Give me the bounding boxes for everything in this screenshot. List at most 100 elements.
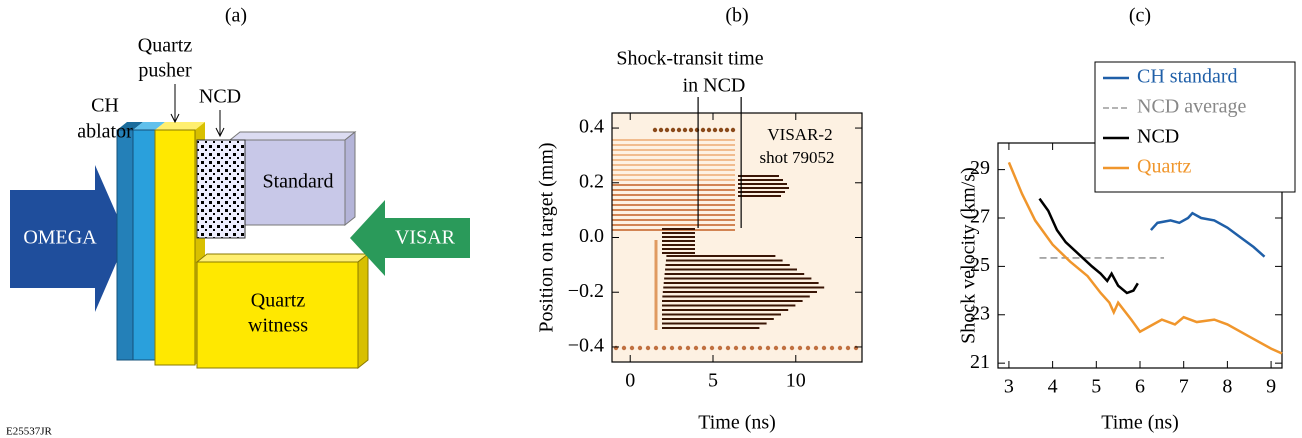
- ch-outer: [116, 129, 134, 361]
- y-tick-label: 21: [970, 351, 990, 373]
- ch-inner: [132, 129, 156, 361]
- streak-dot: [677, 345, 683, 351]
- streak-dot: [829, 345, 835, 351]
- inset-text: shot 79052: [759, 148, 834, 167]
- x-tick-label: 0: [625, 370, 635, 392]
- ncd-label: NCD: [199, 86, 241, 108]
- ch-label: ablator: [77, 121, 133, 143]
- plot-frame: [611, 112, 863, 363]
- streak-dot: [652, 127, 658, 133]
- streak-dot: [712, 127, 718, 133]
- streak-dot: [733, 345, 739, 351]
- streak-dot: [664, 127, 670, 133]
- y-tick-label: −0.4: [568, 335, 604, 357]
- streak-dot: [669, 345, 675, 351]
- streak-dot: [709, 345, 715, 351]
- x-tick-label: 5: [1091, 376, 1101, 398]
- streak-dot: [661, 345, 667, 351]
- streak-dot: [813, 345, 819, 351]
- streak-dot: [765, 345, 771, 351]
- legend-label: NCD average: [1137, 96, 1247, 118]
- omega-label: OMEGA: [23, 227, 97, 249]
- streak-dot: [773, 345, 779, 351]
- standard-top: [228, 131, 357, 141]
- streak-dot: [688, 127, 694, 133]
- y-tick-label: 25: [970, 254, 990, 276]
- y-axis-title: Position on target (mm): [536, 142, 558, 332]
- streak-dot: [637, 345, 643, 351]
- series-line: [1038, 197, 1139, 295]
- legend-label: NCD: [1137, 126, 1179, 148]
- pusher-label: pusher: [138, 60, 192, 82]
- annotation: in NCD: [683, 75, 746, 97]
- panel-label: (b): [725, 5, 748, 27]
- visar-label: VISAR: [395, 227, 456, 249]
- ncd-block: [196, 139, 246, 239]
- streak-dot: [781, 345, 787, 351]
- x-axis-title: Time (ns): [698, 412, 776, 434]
- omega-arrow: [10, 165, 127, 312]
- panel-b: 0 5 10 0.4 0.2 0.0 −0.2 −0.4 Time (ns) Position o…: [536, 5, 863, 434]
- visar-arrow: [350, 200, 470, 276]
- series-line: [1007, 161, 1283, 355]
- streak-dot: [837, 345, 843, 351]
- pusher-pointer: [170, 84, 180, 124]
- streak-dot: [741, 345, 747, 351]
- x-tick-label: 7: [1179, 376, 1189, 398]
- pusher-top: [155, 122, 205, 130]
- x-tick-label: 8: [1222, 376, 1232, 398]
- x-tick-label: 10: [786, 370, 806, 392]
- y-tick-label: 29: [970, 157, 990, 179]
- streak-dot: [718, 127, 724, 133]
- y-tick-label: 23: [970, 302, 990, 324]
- standard-side: [344, 130, 356, 227]
- panel-a: (a) OMEGA Standard Quartz witness VISAR …: [6, 5, 470, 438]
- streak-dot: [682, 127, 688, 133]
- streak-dot: [693, 345, 699, 351]
- x-axis-title: Time (ns): [1101, 412, 1179, 434]
- quartz-witness: [196, 261, 359, 369]
- streak-dot: [717, 345, 723, 351]
- standard-block: [229, 139, 346, 226]
- y-tick-label: −0.2: [568, 280, 604, 302]
- streak-dot: [653, 345, 659, 351]
- inset-text: VISAR-2: [767, 125, 832, 144]
- x-tick-label: 3: [1004, 376, 1014, 398]
- streak-dot: [730, 127, 736, 133]
- ch-top: [117, 122, 143, 130]
- standard-label: Standard: [262, 171, 333, 193]
- ch-label: CH: [91, 95, 119, 117]
- figure-id: E25537JR: [6, 426, 53, 438]
- y-tick-label: 0.2: [579, 170, 604, 192]
- streak-dot: [658, 127, 664, 133]
- y-axis-title: Shock velocity (km/s): [958, 167, 980, 344]
- x-tick-label: 4: [1048, 376, 1058, 398]
- streak-dot: [670, 127, 676, 133]
- panel-label: (c): [1129, 5, 1151, 27]
- streak-dot: [701, 345, 707, 351]
- streak-dot: [706, 127, 712, 133]
- streak-dot: [749, 345, 755, 351]
- series-line: [1149, 211, 1266, 258]
- x-tick-label: 5: [708, 370, 718, 392]
- pusher-label: Quartz: [138, 35, 193, 57]
- y-tick-label: 0.0: [579, 225, 604, 247]
- streak-dot: [685, 345, 691, 351]
- witness-label: witness: [248, 315, 308, 337]
- streak-dot: [789, 345, 795, 351]
- witness-side: [357, 252, 369, 370]
- streak-dot: [805, 345, 811, 351]
- x-tick-label: 9: [1266, 376, 1276, 398]
- y-tick-label: 0.4: [579, 116, 604, 138]
- y-tick-label: 27: [970, 206, 990, 228]
- x-tick-label: 6: [1135, 376, 1145, 398]
- streak-dot: [724, 127, 730, 133]
- streak-dot: [797, 345, 803, 351]
- streak-dot: [629, 345, 635, 351]
- annotation: Shock-transit time: [616, 48, 763, 70]
- witness-label: Quartz: [251, 290, 306, 312]
- panel-label: (a): [225, 5, 247, 27]
- streak-dot: [757, 345, 763, 351]
- streak-dot: [676, 127, 682, 133]
- ncd-pointer: [215, 110, 225, 138]
